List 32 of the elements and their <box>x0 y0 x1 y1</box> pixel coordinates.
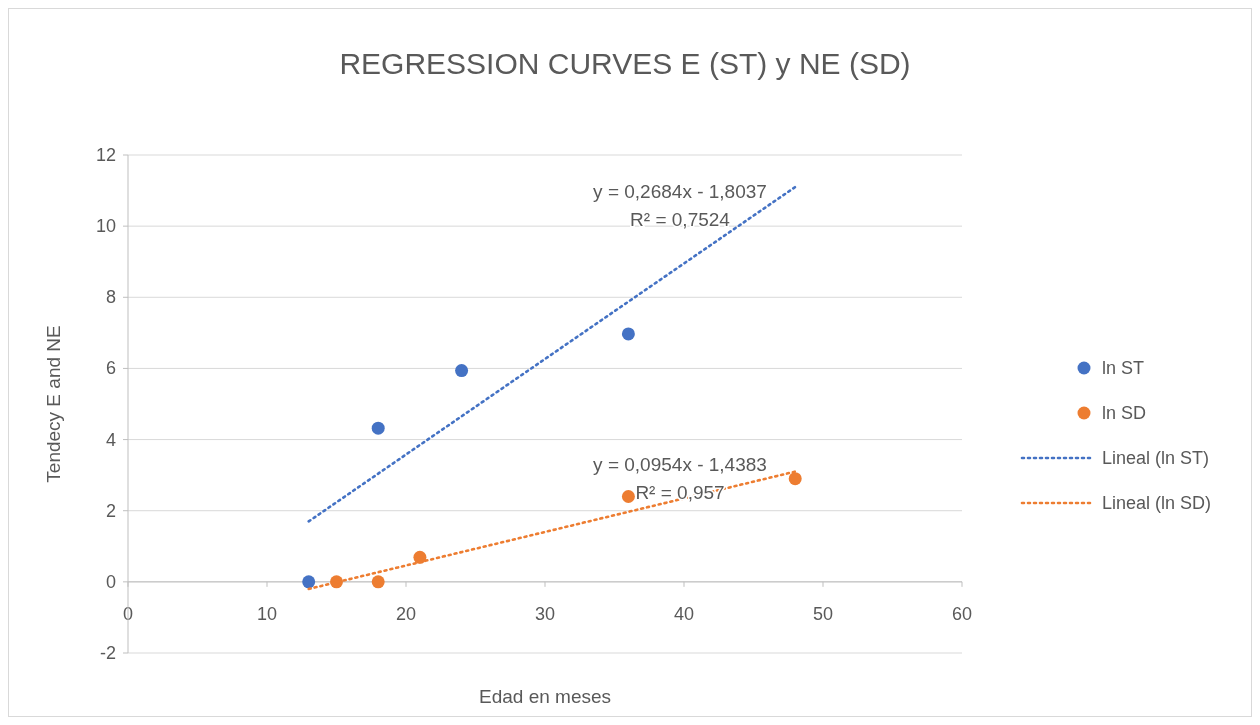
y-tick-label: 2 <box>105 500 116 521</box>
y-tick-label: -2 <box>99 643 116 663</box>
y-axis-title: Tendecy E and NE <box>43 325 64 483</box>
y-tick-label: 8 <box>105 287 116 308</box>
legend-label: ln SD <box>1102 403 1147 423</box>
x-tick-label: 0 <box>122 603 134 624</box>
legend-label: Lineal (ln SD) <box>1102 493 1212 513</box>
x-tick-label: 10 <box>256 603 278 624</box>
chart-title: REGRESSION CURVES E (ST) y NE (SD) <box>339 47 911 80</box>
point <box>371 421 385 435</box>
x-tick-label: 30 <box>534 603 556 624</box>
point <box>621 327 635 341</box>
point <box>788 472 802 486</box>
point <box>455 364 469 378</box>
legend-label: ln ST <box>1102 358 1145 378</box>
x-axis-title: Edad en meses <box>478 686 612 707</box>
annotation: y = 0,0954x - 1,4383 <box>593 454 767 475</box>
y-tick-label: 6 <box>105 358 116 379</box>
x-tick-label: 60 <box>951 603 973 624</box>
legend-label: Lineal (ln ST) <box>1102 448 1210 468</box>
x-tick-label: 40 <box>673 603 695 624</box>
y-tick-label: 4 <box>105 429 116 450</box>
annotation: y = 0,2684x - 1,8037 <box>593 181 767 202</box>
y-tick-label: 12 <box>95 145 116 165</box>
x-tick-label: 50 <box>812 603 834 624</box>
y-tick-label: 0 <box>105 571 116 592</box>
point <box>371 575 385 589</box>
x-tick-label: 20 <box>395 603 417 624</box>
point <box>621 489 635 503</box>
annotation: R² = 0,7524 <box>630 209 731 230</box>
y-tick-label: 10 <box>95 216 116 237</box>
point <box>302 575 316 589</box>
